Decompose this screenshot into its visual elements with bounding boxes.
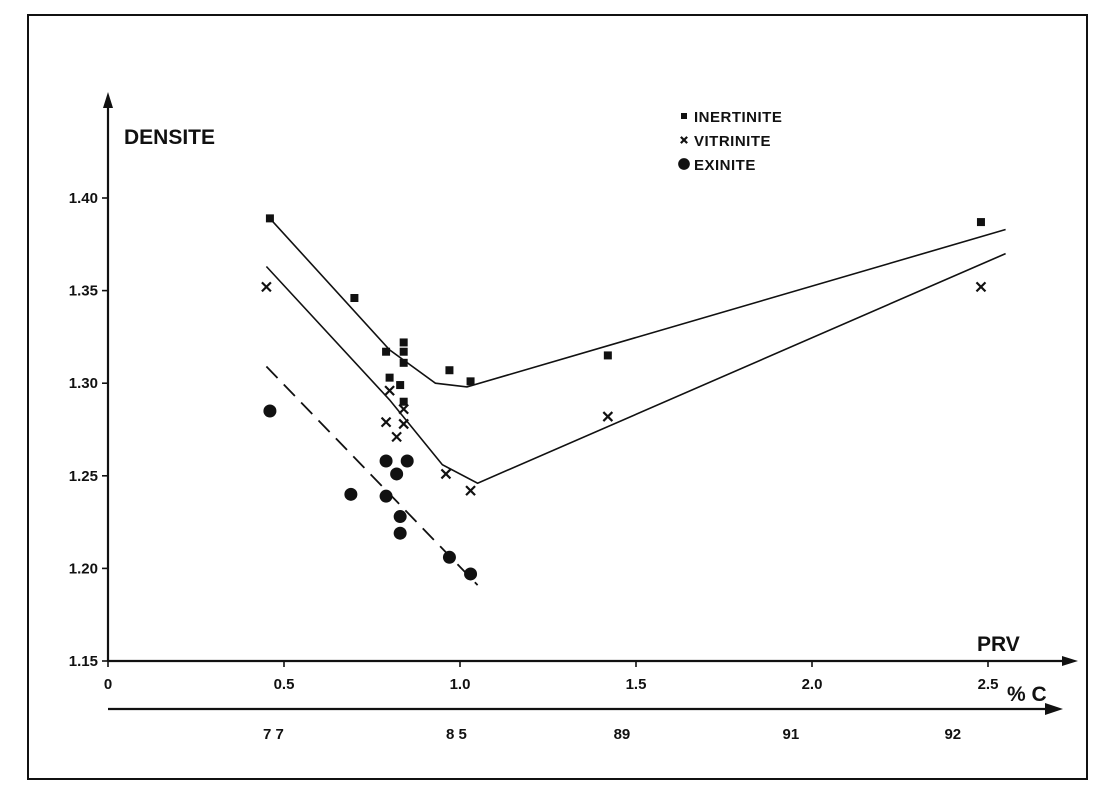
point-inertinite [399, 347, 408, 356]
point-exinite [393, 510, 407, 524]
x-stroke [391, 431, 402, 443]
point-vitrinite [380, 416, 392, 428]
x-stroke [380, 416, 392, 428]
point-vitrinite [465, 485, 476, 496]
x-stroke [261, 281, 272, 293]
x-stroke [680, 136, 688, 144]
fit-line-inertinite [269, 217, 1006, 388]
point-vitrinite [384, 385, 395, 396]
legend-label-inertinite: INERTINITE [694, 109, 782, 126]
point-exinite [442, 550, 456, 564]
point-vitrinite [975, 281, 987, 293]
y-tick-label: 1.15 [69, 653, 98, 670]
legend-label-exinite: EXINITE [694, 157, 756, 174]
secondary-x-tick-label: 8 5 [446, 726, 467, 743]
x-stroke [465, 485, 476, 496]
point-inertinite [265, 214, 274, 223]
secondary-x-tick-label: 89 [614, 726, 631, 743]
data-points [261, 214, 987, 581]
point-exinite [263, 404, 277, 418]
x-stroke [602, 411, 614, 422]
y-tick-label: 1.25 [69, 468, 98, 485]
point-exinite [344, 487, 358, 501]
point-exinite [379, 489, 393, 503]
y-tick-label: 1.30 [69, 375, 98, 392]
point-vitrinite [398, 418, 409, 430]
axes: 1.15 1.20 1.25 1.30 1.35 1.40 0 0.5 1.0 1.5 2.0 2.5… [69, 92, 1078, 743]
point-inertinite [385, 373, 394, 382]
point-inertinite [350, 294, 359, 303]
point-inertinite [382, 347, 391, 356]
point-inertinite [466, 377, 475, 386]
point-vitrinite [602, 411, 614, 422]
point-inertinite [976, 218, 985, 227]
point-inertinite [399, 397, 408, 406]
x-tick-label: 2.5 [978, 676, 999, 693]
x-stroke [398, 418, 409, 430]
point-inertinite [603, 351, 612, 360]
x-tick-label: 0 [104, 676, 112, 693]
y-axis-title: DENSITE [124, 126, 215, 149]
x-stroke [975, 281, 987, 293]
y-tick-label: 1.40 [69, 190, 98, 207]
point-vitrinite [391, 431, 402, 443]
point-inertinite [396, 381, 405, 390]
y-tick-label: 1.20 [69, 560, 98, 577]
x-tick-label: 1.5 [626, 676, 647, 693]
legend: INERTINITE VITRINITE EXINITE [678, 109, 782, 174]
x-tick-label: 1.0 [450, 676, 471, 693]
point-exinite [400, 454, 414, 468]
point-exinite [393, 526, 407, 540]
x-stroke [398, 403, 409, 415]
y-tick-label: 1.35 [69, 283, 98, 300]
point-exinite [379, 454, 393, 468]
legend-marker-vitrinite [680, 136, 688, 144]
secondary-x-tick-label: 7 7 [263, 726, 284, 743]
point-vitrinite [398, 403, 409, 415]
x-tick-label: 0.5 [274, 676, 295, 693]
point-inertinite [399, 358, 408, 367]
x-axis-arrow [1062, 656, 1078, 666]
legend-marker-exinite [678, 158, 690, 170]
fit-lines [265, 217, 1006, 586]
legend-label-vitrinite: VITRINITE [694, 133, 771, 150]
legend-marker-inertinite [681, 113, 687, 119]
x-tick-label: 2.0 [802, 676, 823, 693]
figure-frame [27, 14, 1088, 780]
point-exinite [464, 567, 478, 581]
secondary-x-axis-arrow [1045, 703, 1063, 715]
x-stroke [384, 385, 395, 396]
y-axis-arrow [103, 92, 113, 108]
secondary-x-tick-label: 92 [944, 726, 961, 743]
point-inertinite [445, 366, 454, 375]
point-inertinite [399, 338, 408, 347]
secondary-x-axis-title: % C [1007, 683, 1047, 706]
x-axis-title: PRV [977, 633, 1020, 656]
fit-line-exinite [265, 365, 479, 586]
fit-line-vitrinite [265, 252, 1006, 485]
secondary-x-tick-label: 91 [783, 726, 800, 743]
point-exinite [390, 467, 404, 481]
point-vitrinite [261, 281, 272, 293]
x-stroke [440, 468, 452, 480]
point-vitrinite [440, 468, 452, 480]
